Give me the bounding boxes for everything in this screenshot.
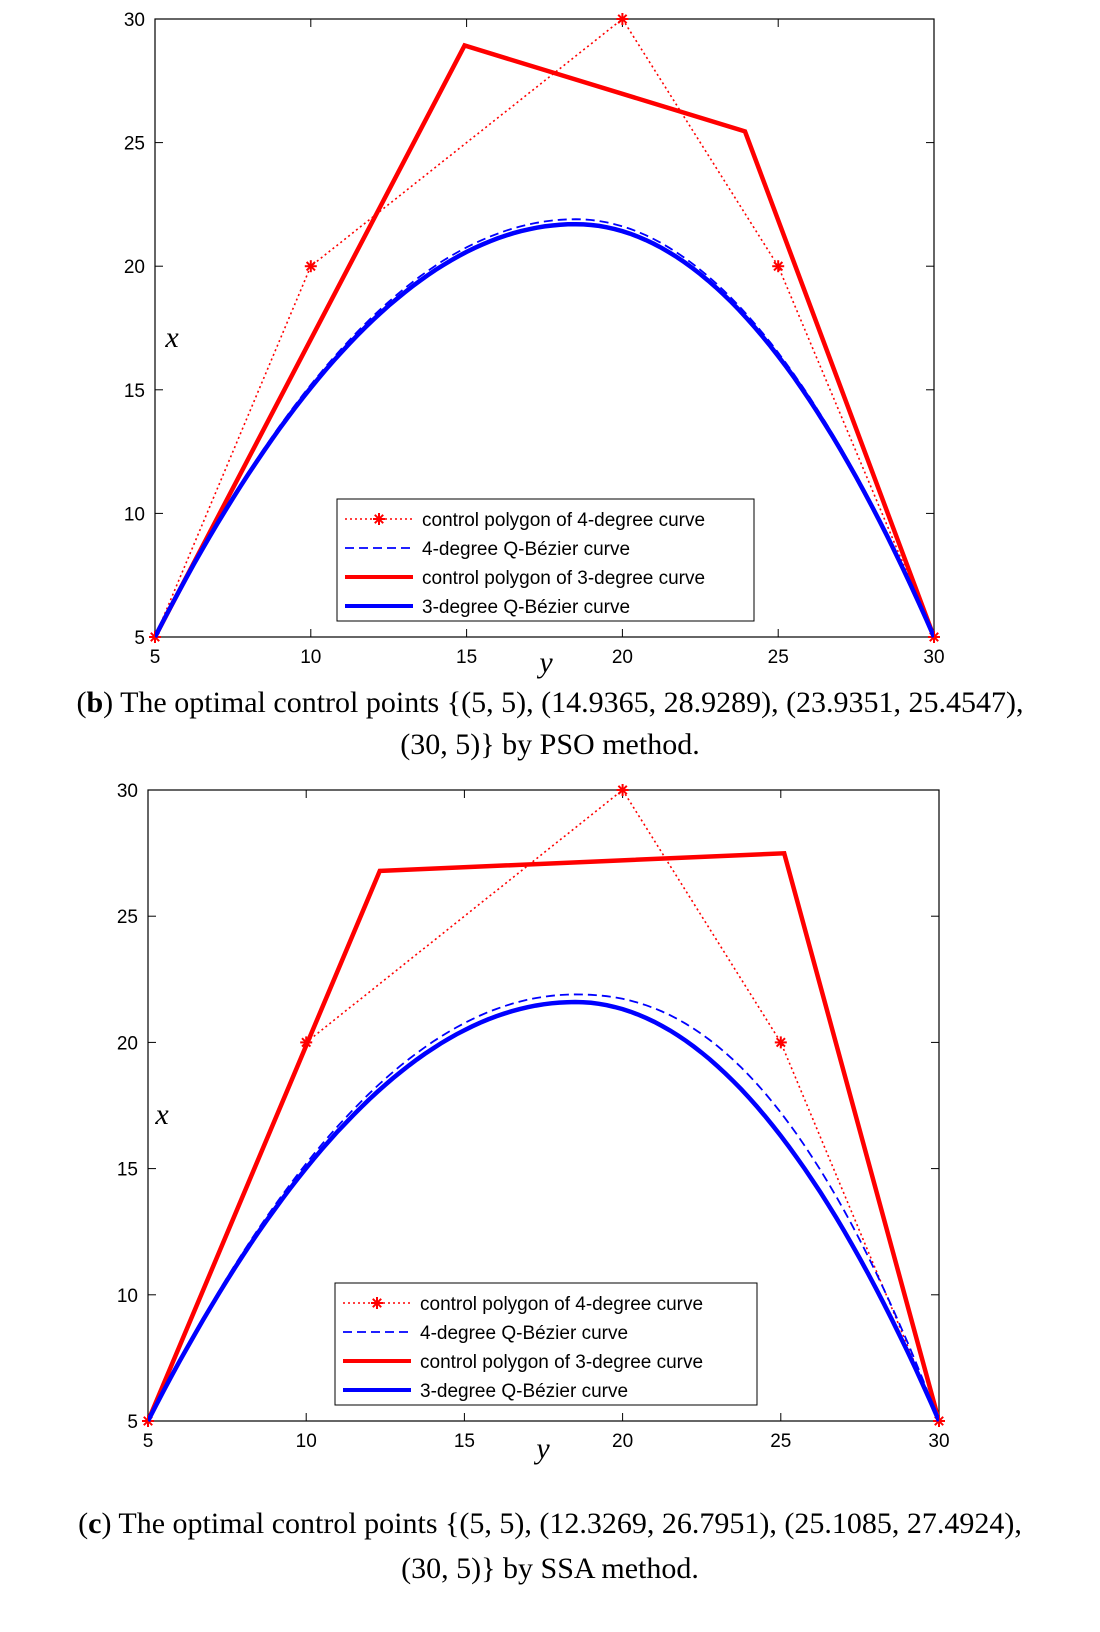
chart-panel-b: 5 10 15 20 25 30 5 10 15 20 25 30 control polygon of… xyxy=(76,10,1023,761)
y-tick-label: 30 xyxy=(124,10,145,31)
x-tick-label: 20 xyxy=(612,1431,633,1452)
x-tick-label: 10 xyxy=(296,1431,317,1452)
y-tick-label: 15 xyxy=(124,381,145,402)
y-tick-label: 30 xyxy=(117,781,138,802)
series-marker xyxy=(774,1036,787,1049)
legend-label: 4-degree Q-Bézier curve xyxy=(420,1323,628,1344)
x-tick-label: 15 xyxy=(454,1431,475,1452)
caption-line-1: (c) The optimal control points {(5, 5), … xyxy=(78,1507,1022,1540)
legend-marker xyxy=(371,1297,383,1309)
x-tick-label: 15 xyxy=(456,647,477,668)
legend-label: 3-degree Q-Bézier curve xyxy=(420,1381,628,1402)
legend-label: 4-degree Q-Bézier curve xyxy=(422,539,630,560)
series-marker xyxy=(772,260,785,273)
legend: control polygon of 4-degree curve 4-degre… xyxy=(334,1282,758,1406)
y-axis-label: x xyxy=(164,321,179,354)
x-tick-label: 30 xyxy=(923,647,944,668)
caption-line-2: (30, 5)} by SSA method. xyxy=(401,1552,699,1585)
series-marker xyxy=(616,13,629,25)
series-line-0 xyxy=(155,17,934,638)
legend-label: control polygon of 3-degree curve xyxy=(420,1352,703,1373)
series-marker xyxy=(616,784,629,796)
x-tick-label: 5 xyxy=(143,1431,154,1452)
y-tick-label: 15 xyxy=(117,1160,138,1181)
legend-marker xyxy=(373,513,385,525)
caption-line-2: (30, 5)} by PSO method. xyxy=(400,728,699,761)
x-tick-label: 20 xyxy=(612,647,633,668)
plot-frame xyxy=(147,789,940,1422)
y-tick-label: 25 xyxy=(117,907,138,928)
x-tick-label: 30 xyxy=(928,1431,949,1452)
series-line-3 xyxy=(148,999,939,1423)
y-tick-label: 25 xyxy=(124,134,145,155)
legend-label: control polygon of 3-degree curve xyxy=(422,568,705,589)
series-line-3 xyxy=(155,221,934,639)
x-axis-label: y xyxy=(536,646,553,679)
legend-label: control polygon of 4-degree curve xyxy=(422,510,705,531)
y-tick-label: 20 xyxy=(124,257,145,278)
y-tick-label: 5 xyxy=(127,1412,138,1433)
x-tick-label: 10 xyxy=(300,647,321,668)
series-line-2 xyxy=(155,42,934,639)
series-line-1 xyxy=(148,993,939,1422)
y-axis-label: x xyxy=(154,1098,169,1131)
series-line-2 xyxy=(148,850,939,1422)
legend-box xyxy=(334,1282,758,1406)
chart-panel-c: 5 10 15 20 25 30 5 10 15 20 25 30 control polygon of… xyxy=(78,781,1022,1585)
y-tick-label: 10 xyxy=(124,504,145,525)
plot-frame xyxy=(154,18,935,638)
x-axis-label: y xyxy=(533,1432,550,1465)
x-tick-label: 5 xyxy=(150,647,161,668)
legend-label: control polygon of 4-degree curve xyxy=(420,1294,703,1315)
legend: control polygon of 4-degree curve 4-degre… xyxy=(336,498,755,622)
series-marker xyxy=(304,260,317,273)
legend-label: 3-degree Q-Bézier curve xyxy=(422,597,630,618)
x-tick-label: 25 xyxy=(770,1431,791,1452)
caption-line-1: (b) The optimal control points {(5, 5), … xyxy=(76,686,1023,719)
y-tick-label: 20 xyxy=(117,1033,138,1054)
y-tick-label: 10 xyxy=(117,1286,138,1307)
y-tick-label: 5 xyxy=(134,628,145,649)
x-tick-label: 25 xyxy=(768,647,789,668)
